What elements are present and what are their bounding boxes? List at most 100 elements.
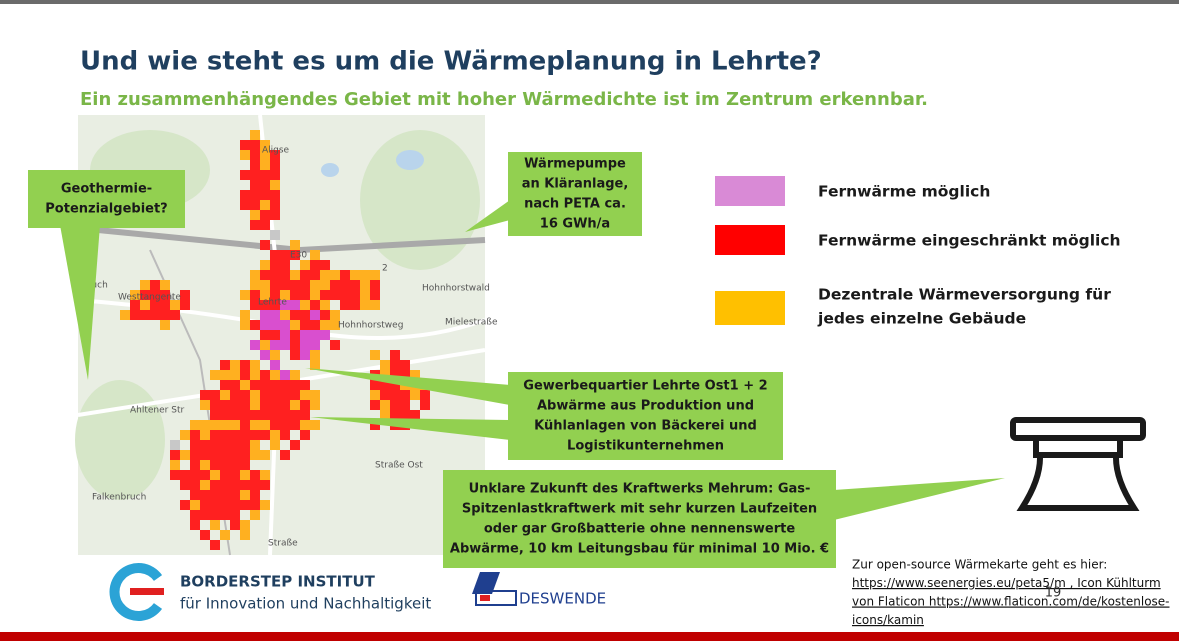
heat-cell xyxy=(250,340,260,350)
heat-cell xyxy=(370,280,380,290)
heat-cell xyxy=(180,450,190,460)
org-name: BORDERSTEP INSTITUT xyxy=(180,573,376,591)
heat-cell xyxy=(330,310,340,320)
heat-cell xyxy=(260,200,270,210)
heat-cell xyxy=(240,530,250,540)
heat-cell xyxy=(260,180,270,190)
heat-cell xyxy=(210,410,220,420)
heat-cell xyxy=(330,280,340,290)
heat-cell xyxy=(240,480,250,490)
top-border xyxy=(0,0,1179,4)
callout-text: Kühlanlagen von Bäckerei und xyxy=(534,419,757,434)
heat-cell xyxy=(370,380,380,390)
heat-cell xyxy=(150,280,160,290)
map-label: Lehrte xyxy=(258,298,287,308)
heat-cell xyxy=(270,340,280,350)
heat-cell xyxy=(250,280,260,290)
partner-name: DESWENDE xyxy=(519,590,606,608)
heat-cell xyxy=(250,390,260,400)
heat-cell xyxy=(180,300,190,310)
heat-cell xyxy=(420,400,430,410)
heat-cell xyxy=(310,390,320,400)
heat-cell xyxy=(320,260,330,270)
heat-cell xyxy=(240,430,250,440)
org-subtitle: für Innovation und Nachhaltigkeit xyxy=(180,595,431,613)
legend-swatch xyxy=(715,176,785,206)
heat-cell xyxy=(270,400,280,410)
heat-cell xyxy=(290,310,300,320)
heat-cell xyxy=(220,400,230,410)
heat-cell xyxy=(230,500,240,510)
heat-cell xyxy=(340,290,350,300)
heat-cell xyxy=(210,390,220,400)
heat-cell xyxy=(210,400,220,410)
source-text: icons/kamin xyxy=(852,613,924,627)
heat-cell xyxy=(280,270,290,280)
heat-cell xyxy=(280,260,290,270)
heat-cell xyxy=(270,210,280,220)
callout-text: Gewerbequartier Lehrte Ost1 + 2 xyxy=(523,379,767,394)
heat-cell xyxy=(250,190,260,200)
heat-cell xyxy=(280,330,290,340)
heat-cell xyxy=(350,300,360,310)
heat-cell xyxy=(250,450,260,460)
heat-cell xyxy=(240,450,250,460)
heat-cell xyxy=(270,170,280,180)
heat-cell xyxy=(290,280,300,290)
heat-cell xyxy=(220,370,230,380)
callout xyxy=(28,170,185,228)
heat-cell xyxy=(180,430,190,440)
heat-cell xyxy=(220,390,230,400)
heat-cell xyxy=(270,410,280,420)
heat-cell xyxy=(280,320,290,330)
heat-cell xyxy=(250,220,260,230)
heat-cell xyxy=(260,320,270,330)
heat-cell xyxy=(300,260,310,270)
heat-cell xyxy=(220,380,230,390)
heat-cell xyxy=(270,350,280,360)
heat-cell xyxy=(260,260,270,270)
heat-cell xyxy=(220,360,230,370)
heat-cell xyxy=(240,370,250,380)
heat-cell xyxy=(160,310,170,320)
heat-cell xyxy=(320,300,330,310)
map-label: Aligse xyxy=(262,146,290,156)
heat-cell xyxy=(290,330,300,340)
heat-cell xyxy=(230,460,240,470)
heat-cell xyxy=(270,380,280,390)
heat-cell xyxy=(190,460,200,470)
heat-cell xyxy=(270,280,280,290)
heat-cell xyxy=(230,420,240,430)
heat-cell xyxy=(320,290,330,300)
heat-cell xyxy=(270,370,280,380)
heat-cell xyxy=(170,470,180,480)
heat-cell xyxy=(250,510,260,520)
heat-cell xyxy=(230,430,240,440)
heat-cell xyxy=(360,300,370,310)
heat-cell xyxy=(270,430,280,440)
heat-cell xyxy=(220,530,230,540)
heat-cell xyxy=(240,290,250,300)
heat-cell xyxy=(250,410,260,420)
callout-text: 16 GWh/a xyxy=(540,217,610,232)
heat-cell xyxy=(240,310,250,320)
heat-cell xyxy=(290,390,300,400)
heat-cell xyxy=(270,330,280,340)
heat-cell xyxy=(220,420,230,430)
heat-cell xyxy=(400,390,410,400)
heat-cell xyxy=(300,340,310,350)
heat-cell xyxy=(270,360,280,370)
heat-cell xyxy=(300,280,310,290)
map-label: E30 xyxy=(290,251,307,261)
map-label: Westtangente xyxy=(118,293,181,303)
heat-cell xyxy=(250,180,260,190)
heat-cell xyxy=(290,300,300,310)
heat-cell xyxy=(300,420,310,430)
heat-cell xyxy=(240,390,250,400)
heat-cell xyxy=(250,270,260,280)
subtitle: Ein zusammenhängendes Gebiet mit hoher W… xyxy=(80,89,928,110)
heat-cell xyxy=(290,380,300,390)
heat-cell xyxy=(310,400,320,410)
heat-cell xyxy=(310,350,320,360)
heat-cell xyxy=(290,440,300,450)
